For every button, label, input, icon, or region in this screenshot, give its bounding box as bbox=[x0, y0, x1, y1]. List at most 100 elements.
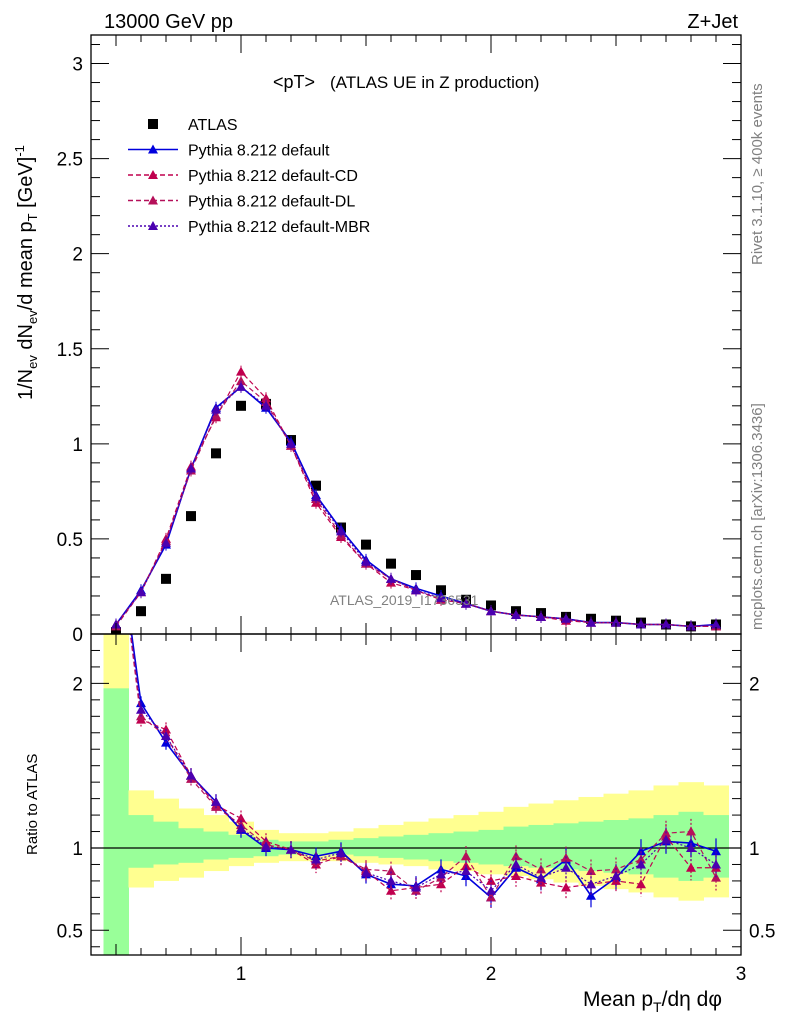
band-green bbox=[603, 820, 629, 873]
axes bbox=[90, 34, 742, 956]
ratio-point bbox=[486, 885, 496, 895]
y-tick-label: 0.5 bbox=[57, 530, 83, 551]
ratio-point bbox=[136, 704, 146, 714]
ratio-point bbox=[161, 731, 171, 741]
mc-point bbox=[361, 556, 371, 566]
legend-marker bbox=[148, 221, 158, 230]
ratio-y-tick-label: 2 bbox=[72, 674, 83, 695]
tick-labels: 0 0.5 1 1.5 2 2.5 3 0.5 0.5 1 1 2 2 1 2 3 bbox=[57, 55, 776, 985]
ratio-point bbox=[511, 870, 521, 880]
ratio-point bbox=[461, 866, 471, 876]
x-axis-label: Mean pT/dη dφ bbox=[583, 988, 722, 1015]
ratio-bands bbox=[91, 634, 741, 955]
legend-marker bbox=[148, 144, 158, 154]
band-green bbox=[428, 833, 454, 862]
band-green bbox=[203, 831, 229, 860]
ratio-point bbox=[636, 879, 646, 889]
ratio-point bbox=[461, 851, 471, 861]
ratio-point bbox=[386, 885, 396, 895]
ratio-point bbox=[586, 879, 596, 889]
ratio-point bbox=[686, 826, 696, 836]
ratio-point bbox=[686, 838, 696, 848]
ratio-point bbox=[211, 796, 221, 806]
mc-point bbox=[536, 611, 546, 621]
legend-label: ATLAS bbox=[188, 117, 238, 134]
band-green bbox=[528, 824, 554, 868]
ratio-point bbox=[111, 514, 121, 523]
ratio-point bbox=[186, 770, 196, 780]
band-green bbox=[378, 836, 404, 858]
legend-label: Pythia 8.212 default-CD bbox=[188, 168, 358, 185]
rivet-label: Rivet 3.1.10, ≥ 400k events bbox=[749, 83, 766, 265]
legend-marker bbox=[148, 195, 158, 205]
ratio-point bbox=[386, 875, 396, 885]
ratio-point bbox=[686, 862, 696, 872]
svg-text:1/Nev dNev/d mean pT [GeV]-1: 1/Nev dNev/d mean pT [GeV]-1 bbox=[12, 145, 40, 400]
y-tick-label: 2 bbox=[72, 245, 83, 266]
ratio-y-tick-label-right: 1 bbox=[749, 839, 760, 860]
watermark: ATLAS_2019_I1736531 bbox=[330, 592, 479, 608]
ratio-point bbox=[136, 698, 146, 708]
y-axis-label-top: 1/Nev dNev/d mean pT [GeV]-1 bbox=[12, 145, 40, 400]
ratio-point bbox=[111, 514, 121, 523]
ratio-point bbox=[386, 866, 396, 876]
atlas-point bbox=[186, 511, 196, 522]
ratio-point bbox=[586, 890, 596, 900]
ratio-point bbox=[536, 877, 546, 887]
legend-marker bbox=[148, 170, 158, 179]
mc-point bbox=[236, 366, 246, 376]
chart-title: <pT> bbox=[273, 72, 315, 92]
mc-point bbox=[686, 621, 696, 631]
svg-text:Mean pT/dη dφ: Mean pT/dη dφ bbox=[583, 988, 722, 1015]
mc-point bbox=[436, 592, 446, 602]
ratio-point bbox=[586, 866, 596, 876]
ratio-y-tick-label: 1 bbox=[72, 839, 83, 860]
legend-marker bbox=[148, 119, 158, 129]
atlas-point bbox=[386, 558, 396, 569]
ratio-point bbox=[511, 851, 521, 861]
legend-label: Pythia 8.212 default-MBR bbox=[188, 219, 370, 236]
mc-point bbox=[561, 613, 571, 623]
mc-point bbox=[211, 404, 221, 414]
y-tick-label: 2.5 bbox=[57, 150, 83, 171]
ratio-series bbox=[111, 514, 721, 908]
mc-point bbox=[386, 573, 396, 583]
atlas-point bbox=[236, 400, 246, 411]
mc-point bbox=[136, 587, 146, 597]
ratio-y-tick-label-right: 2 bbox=[749, 674, 760, 695]
ratio-point bbox=[536, 864, 546, 874]
mc-point bbox=[261, 400, 271, 410]
x-tick-label: 2 bbox=[486, 964, 497, 985]
mc-point bbox=[161, 537, 171, 547]
band-green bbox=[103, 688, 129, 955]
ratio-point bbox=[236, 823, 246, 833]
band-green bbox=[178, 828, 204, 863]
legend-label: Pythia 8.212 default-DL bbox=[188, 194, 355, 211]
band-green bbox=[228, 834, 254, 858]
x-tick-label: 1 bbox=[236, 964, 247, 985]
band-green bbox=[353, 838, 379, 857]
band-green bbox=[578, 821, 604, 872]
ratio-point bbox=[461, 870, 471, 880]
ratio-point bbox=[536, 872, 546, 882]
mc-point bbox=[411, 585, 421, 595]
mc-point bbox=[636, 619, 646, 629]
y-tick-label: 1.5 bbox=[57, 340, 83, 361]
band-green bbox=[403, 834, 429, 860]
legend-label: Pythia 8.212 default bbox=[188, 143, 330, 160]
band-green bbox=[478, 829, 504, 865]
mc-point bbox=[511, 609, 521, 619]
band-green bbox=[153, 821, 179, 865]
header-left: 13000 GeV pp bbox=[104, 11, 233, 33]
ratio-point bbox=[561, 862, 571, 872]
atlas-point bbox=[211, 448, 221, 459]
ratio-point bbox=[311, 854, 321, 864]
mc-point bbox=[586, 617, 596, 627]
ratio-point bbox=[336, 847, 346, 857]
ratio-point bbox=[511, 859, 521, 869]
ratio-point bbox=[286, 844, 296, 854]
ratio-point bbox=[636, 846, 646, 856]
mc-point bbox=[236, 376, 246, 386]
ratio-point bbox=[686, 843, 696, 852]
